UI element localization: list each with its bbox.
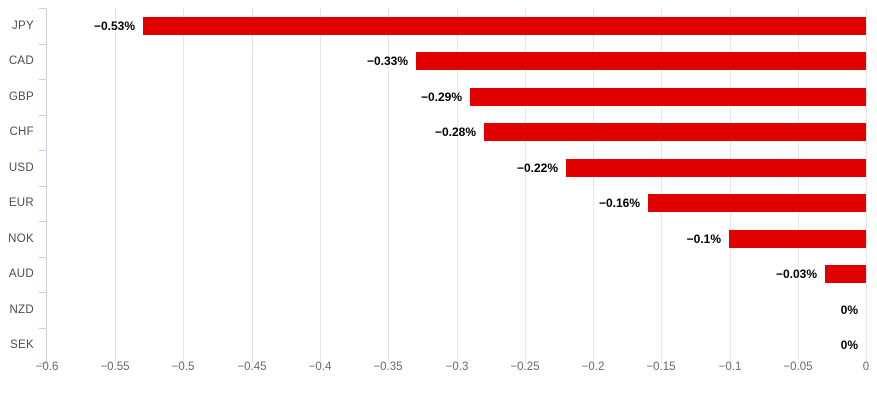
- value-label: −0.29%: [420, 90, 462, 104]
- category-label: GBP: [8, 91, 34, 103]
- x-axis-tick-label: −0.3: [445, 361, 469, 373]
- gridline: [320, 8, 321, 363]
- value-label: −0.16%: [598, 196, 640, 210]
- gridline: [252, 8, 253, 363]
- category-label: EUR: [8, 197, 34, 209]
- category-label: CHF: [9, 126, 34, 138]
- x-axis-tick-label: −0.55: [100, 361, 130, 373]
- gridline: [730, 8, 731, 363]
- x-axis-tick-label: −0.4: [308, 361, 332, 373]
- y-axis-line: [46, 8, 47, 363]
- x-axis-tick-label: 0: [862, 361, 870, 373]
- x-axis-tick-label: −0.25: [510, 361, 540, 373]
- y-axis-tick: [39, 257, 46, 258]
- y-axis-tick: [39, 44, 46, 45]
- value-label: −0.53%: [93, 19, 135, 33]
- x-axis-tick-label: −0.15: [646, 361, 676, 373]
- category-label: AUD: [8, 268, 34, 280]
- category-label: SEK: [10, 339, 34, 351]
- x-axis-tick-label: −0.05: [783, 361, 813, 373]
- gridline: [593, 8, 594, 363]
- y-axis-tick: [39, 363, 46, 364]
- x-axis-tick-label: −0.2: [581, 361, 605, 373]
- gridline: [525, 8, 526, 363]
- y-axis-tick: [39, 8, 46, 9]
- bar: [566, 159, 866, 177]
- value-label: −0.22%: [516, 161, 558, 175]
- bar: [648, 194, 866, 212]
- gridline: [661, 8, 662, 363]
- bar: [416, 52, 866, 70]
- value-label: −0.28%: [434, 125, 476, 139]
- y-axis-tick: [39, 221, 46, 222]
- x-axis-tick-label: −0.5: [171, 361, 195, 373]
- gridline: [115, 8, 116, 363]
- y-axis-tick: [39, 79, 46, 80]
- bar: [470, 88, 866, 106]
- x-axis-tick-label: −0.35: [373, 361, 403, 373]
- gridline: [183, 8, 184, 363]
- category-label: USD: [8, 162, 34, 174]
- gridline: [866, 8, 867, 363]
- category-label: NZD: [9, 304, 34, 316]
- category-label: JPY: [12, 20, 34, 32]
- y-axis-tick: [39, 328, 46, 329]
- value-label: −0.03%: [775, 267, 817, 281]
- x-axis-tick-label: −0.1: [718, 361, 742, 373]
- value-label: 0%: [840, 303, 858, 317]
- bar: [825, 265, 866, 283]
- gridline: [388, 8, 389, 363]
- bar: [484, 123, 866, 141]
- y-axis-tick: [39, 115, 46, 116]
- value-label: 0%: [840, 338, 858, 352]
- category-label: CAD: [8, 55, 34, 67]
- plot-area: JPY −0.53% CAD −0.33% GBP −0.29% CHF −0.28% USD −…: [8, 8, 867, 364]
- x-axis-tick-label: −0.6: [35, 361, 59, 373]
- category-label: NOK: [8, 233, 34, 245]
- x-axis-tick-label: −0.45: [237, 361, 267, 373]
- value-label: −0.1%: [686, 232, 721, 246]
- y-axis-tick: [39, 186, 46, 187]
- value-label: −0.33%: [366, 54, 408, 68]
- bar: [143, 17, 866, 35]
- gridline: [798, 8, 799, 363]
- y-axis-tick: [39, 150, 46, 151]
- y-axis-tick: [39, 292, 46, 293]
- gridline: [457, 8, 458, 363]
- bar: [729, 230, 866, 248]
